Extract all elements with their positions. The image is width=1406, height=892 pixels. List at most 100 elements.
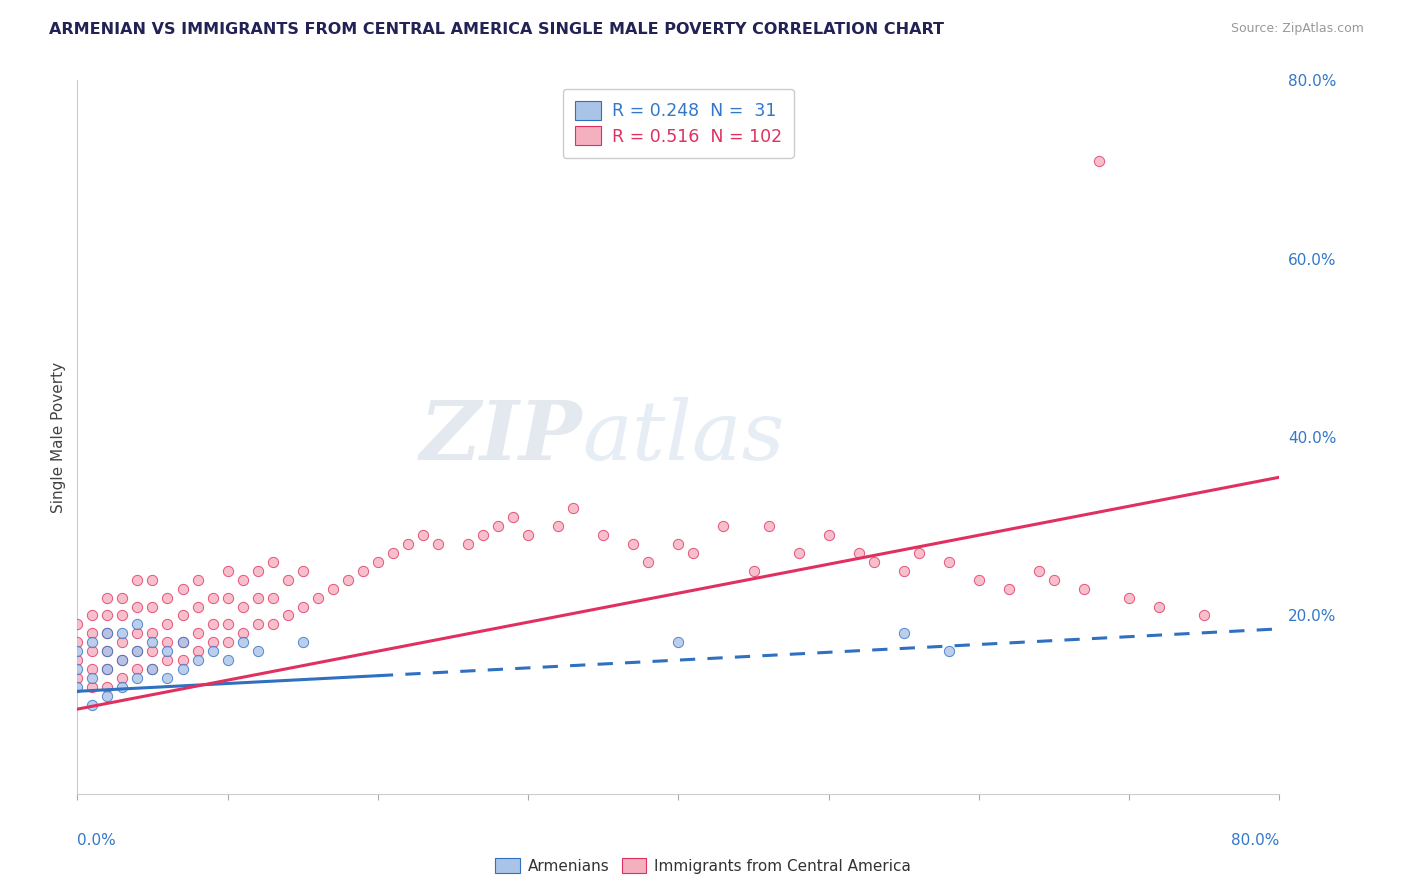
Point	[66, 662, 89, 676]
Point	[967, 573, 990, 587]
Point	[893, 626, 915, 640]
Point	[96, 626, 118, 640]
Point	[742, 564, 765, 578]
Point	[682, 546, 704, 560]
Point	[998, 582, 1021, 596]
Point	[217, 617, 239, 632]
Point	[1028, 564, 1050, 578]
Point	[96, 644, 118, 658]
Point	[82, 644, 104, 658]
Point	[141, 635, 163, 649]
Point	[307, 591, 329, 605]
Point	[322, 582, 344, 596]
Point	[862, 555, 884, 569]
Point	[127, 644, 149, 658]
Point	[187, 573, 209, 587]
Point	[82, 608, 104, 623]
Point	[232, 573, 254, 587]
Point	[396, 537, 419, 551]
Point	[562, 501, 585, 516]
Point	[111, 608, 134, 623]
Point	[82, 680, 104, 694]
Text: ARMENIAN VS IMMIGRANTS FROM CENTRAL AMERICA SINGLE MALE POVERTY CORRELATION CHAR: ARMENIAN VS IMMIGRANTS FROM CENTRAL AMER…	[49, 22, 945, 37]
Point	[156, 635, 179, 649]
Point	[172, 582, 194, 596]
Point	[457, 537, 479, 551]
Point	[141, 644, 163, 658]
Point	[156, 617, 179, 632]
Point	[668, 537, 690, 551]
Point	[1194, 608, 1216, 623]
Point	[201, 591, 224, 605]
Point	[817, 528, 839, 542]
Point	[141, 573, 163, 587]
Point	[66, 617, 89, 632]
Point	[156, 671, 179, 685]
Point	[172, 635, 194, 649]
Point	[141, 662, 163, 676]
Point	[908, 546, 931, 560]
Point	[758, 519, 780, 533]
Point	[96, 608, 118, 623]
Point	[187, 599, 209, 614]
Point	[486, 519, 509, 533]
Point	[96, 689, 118, 703]
Point	[262, 555, 284, 569]
Point	[217, 591, 239, 605]
Point	[111, 653, 134, 667]
Point	[232, 626, 254, 640]
Text: atlas: atlas	[582, 397, 785, 477]
Point	[172, 662, 194, 676]
Point	[187, 653, 209, 667]
Point	[66, 635, 89, 649]
Point	[893, 564, 915, 578]
Point	[1043, 573, 1066, 587]
Point	[82, 698, 104, 712]
Y-axis label: Single Male Poverty: Single Male Poverty	[51, 361, 66, 513]
Point	[381, 546, 404, 560]
Point	[367, 555, 389, 569]
Point	[127, 671, 149, 685]
Point	[246, 591, 269, 605]
Point	[172, 608, 194, 623]
Point	[127, 617, 149, 632]
Point	[201, 644, 224, 658]
Point	[291, 564, 314, 578]
Point	[141, 662, 163, 676]
Point	[232, 599, 254, 614]
Point	[848, 546, 870, 560]
Point	[96, 662, 118, 676]
Point	[277, 608, 299, 623]
Point	[262, 591, 284, 605]
Point	[217, 564, 239, 578]
Point	[127, 644, 149, 658]
Point	[291, 635, 314, 649]
Point	[111, 635, 134, 649]
Point	[938, 555, 960, 569]
Point	[1073, 582, 1095, 596]
Point	[96, 662, 118, 676]
Point	[141, 599, 163, 614]
Point	[262, 617, 284, 632]
Point	[938, 644, 960, 658]
Point	[217, 635, 239, 649]
Point	[352, 564, 374, 578]
Point	[82, 662, 104, 676]
Text: 0.0%: 0.0%	[77, 833, 117, 848]
Point	[232, 635, 254, 649]
Point	[713, 519, 735, 533]
Point	[141, 626, 163, 640]
Text: 80.0%: 80.0%	[1232, 833, 1279, 848]
Point	[111, 653, 134, 667]
Point	[127, 599, 149, 614]
Point	[187, 644, 209, 658]
Legend: R = 0.248  N =  31, R = 0.516  N = 102: R = 0.248 N = 31, R = 0.516 N = 102	[562, 89, 794, 158]
Point	[96, 644, 118, 658]
Point	[336, 573, 359, 587]
Point	[127, 662, 149, 676]
Point	[517, 528, 540, 542]
Point	[201, 617, 224, 632]
Point	[246, 617, 269, 632]
Legend: Armenians, Immigrants from Central America: Armenians, Immigrants from Central Ameri…	[489, 852, 917, 880]
Point	[201, 635, 224, 649]
